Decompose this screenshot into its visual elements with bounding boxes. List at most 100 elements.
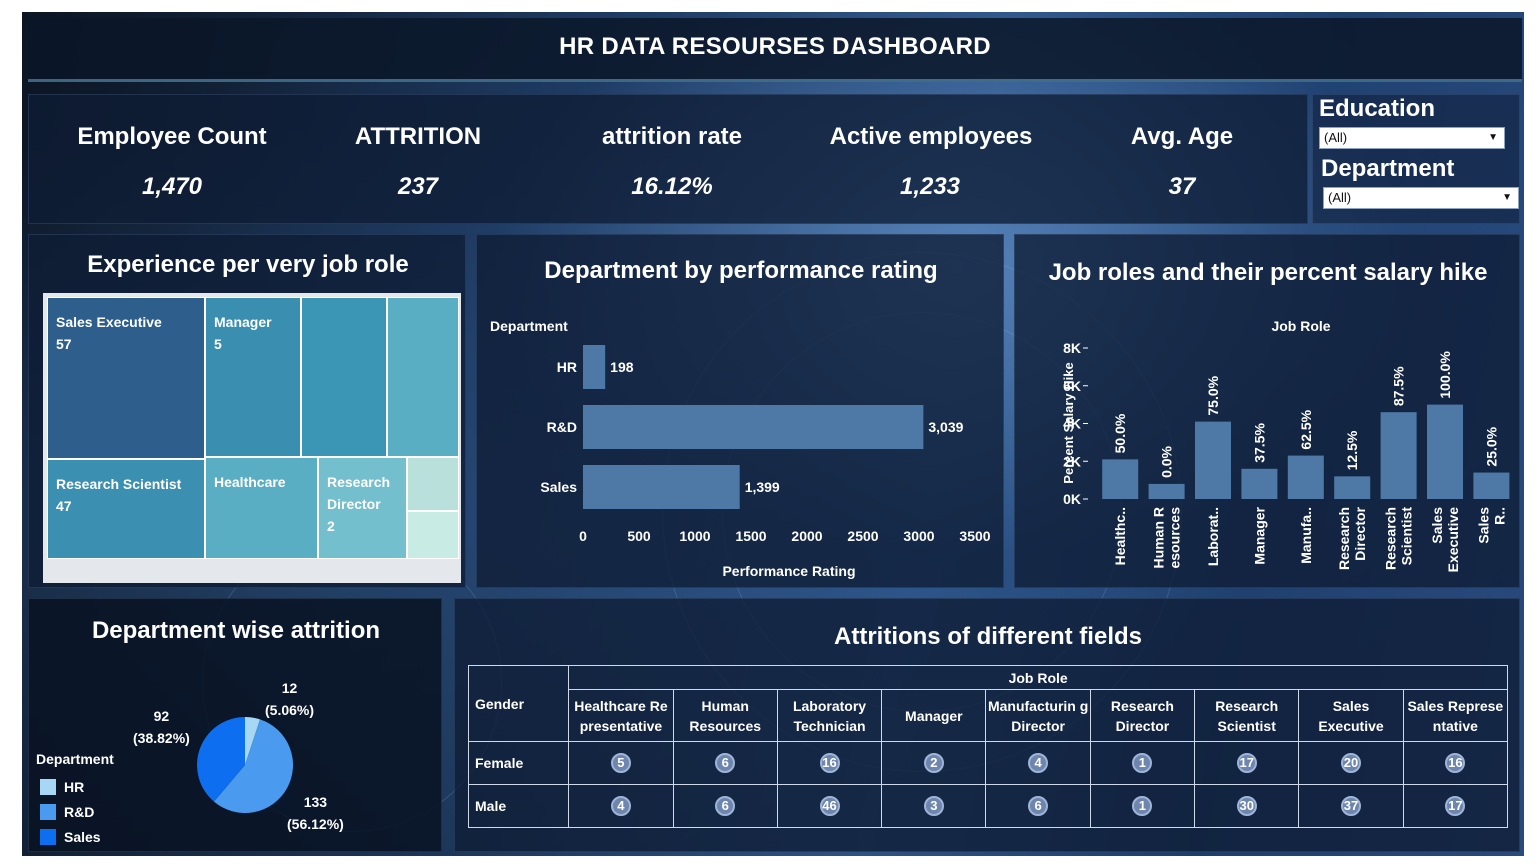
pie-panel: Department wise attrition Department HR R… <box>28 598 442 852</box>
category-label: Scientist <box>1399 507 1415 566</box>
treemap-cell-role: Sales Executive <box>56 314 162 330</box>
treemap: Sales Executive 57 Manager 5 Research Sc… <box>47 297 459 559</box>
filters-panel: Education (All) ▼ Department (All) ▼ <box>1312 94 1520 224</box>
category-label: HR <box>557 359 577 375</box>
pie-label-sales: 92 (38.82%) <box>133 705 190 749</box>
department-dropdown[interactable]: (All) ▼ <box>1323 187 1519 209</box>
treemap-cell-role: Research Director <box>327 474 391 512</box>
pie-slice <box>197 717 245 802</box>
category-label: Laborat.. <box>1205 507 1221 566</box>
department-dropdown-value: (All) <box>1328 190 1352 205</box>
kpi-avg-age-label: Avg. Age <box>1130 123 1234 150</box>
tick-label: 1000 <box>679 528 710 544</box>
table-cell: 3 <box>881 784 987 828</box>
tick-label: 3000 <box>903 528 934 544</box>
table-cell: 6 <box>672 784 778 828</box>
chevron-down-icon[interactable]: ▼ <box>1502 192 1512 203</box>
gender-label: Male <box>467 784 570 828</box>
attrition-table-title: Attritions of different fields <box>834 623 1142 650</box>
kpi-employee-count-label: Employee Count <box>77 123 267 150</box>
bar <box>1148 483 1185 499</box>
pie-label-pct: (56.12%) <box>287 816 344 832</box>
data-label: 37.5% <box>1251 423 1267 463</box>
bar <box>1287 455 1324 499</box>
column-header: Sales Represe ntative <box>1402 689 1509 742</box>
data-label: 100.0% <box>1437 351 1453 399</box>
tick-label: 2500 <box>847 528 878 544</box>
treemap-cell[interactable]: Manager 5 <box>205 297 301 457</box>
treemap-container: Sales Executive 57 Manager 5 Research Sc… <box>43 293 461 583</box>
legend-swatch <box>40 804 56 820</box>
education-dropdown[interactable]: (All) ▼ <box>1319 127 1505 149</box>
kpi-employee-count-value: 1,470 <box>141 173 203 200</box>
category-label: Sales <box>540 479 577 495</box>
gender-label: Female <box>467 741 570 785</box>
kpi-avg-age-value: 37 <box>1168 173 1196 200</box>
tick-label: 2000 <box>791 528 822 544</box>
dept-perf-panel: Department by performance rating Departm… <box>476 234 1004 588</box>
pie-label-count: 92 <box>153 708 170 724</box>
kpi-attrition-rate-label: attrition rate <box>601 123 742 150</box>
kpi-attrition-label: ATTRITION <box>354 123 482 150</box>
treemap-cell[interactable] <box>407 457 459 511</box>
table-cell: 6 <box>985 784 1091 828</box>
category-label: Research <box>1383 507 1399 570</box>
data-label: 1,399 <box>745 479 780 495</box>
data-label: 198 <box>610 359 634 375</box>
tick-label: 0 <box>579 528 587 544</box>
table-cell: 20 <box>1298 741 1404 785</box>
attrition-table-panel: Attritions of different fields Gender Job… <box>454 598 1520 852</box>
value-badge: 5 <box>610 753 631 773</box>
value-badge: 16 <box>1445 753 1466 773</box>
column-header: Research Director <box>1089 689 1196 742</box>
treemap-cell[interactable] <box>387 297 459 457</box>
chevron-down-icon[interactable]: ▼ <box>1488 132 1498 143</box>
kpi-active-employees-label: Active employees <box>829 123 1033 150</box>
value-badge: 6 <box>1028 796 1049 816</box>
tick-label: 2K <box>1063 453 1081 469</box>
data-label: 50.0% <box>1112 413 1128 453</box>
category-label: Sales <box>1475 507 1491 544</box>
pie-label-count: 133 <box>303 794 328 810</box>
value-badge: 37 <box>1341 796 1361 816</box>
kpi-attrition-rate-value: 16.12% <box>631 173 713 200</box>
kpi-panel: Employee Count 1,470 ATTRITION 237 attri… <box>28 94 1308 224</box>
dashboard-title: HR DATA RESOURSES DASHBOARD <box>28 18 1522 82</box>
treemap-cell[interactable] <box>407 511 459 559</box>
axis-header: Job Role <box>1271 318 1330 334</box>
data-label: 3,039 <box>928 419 963 435</box>
bar <box>1334 476 1371 499</box>
treemap-cell[interactable] <box>301 297 387 457</box>
legend-label: HR <box>64 779 84 795</box>
treemap-cell-role: Manager <box>214 314 272 330</box>
treemap-cell[interactable]: Research Scientist 47 <box>47 459 205 559</box>
tick-label: 3500 <box>959 528 990 544</box>
treemap-cell[interactable]: Healthcare <box>205 457 318 559</box>
axis-title: Performance Rating <box>722 563 855 579</box>
department-filter-label: Department <box>1321 155 1455 182</box>
legend-label: Sales <box>64 829 101 845</box>
column-header: Laboratory Technician <box>776 689 883 742</box>
tick-label: 4K <box>1063 416 1081 432</box>
table-cell: 5 <box>568 741 674 785</box>
pie-label-hr: 12 (5.06%) <box>265 677 314 721</box>
category-label: Human R <box>1151 507 1167 568</box>
value-badge: 17 <box>1445 796 1466 816</box>
bar <box>1380 412 1417 499</box>
category-label: esources <box>1167 507 1183 569</box>
bar <box>1427 404 1463 499</box>
pie-legend-title: Department <box>36 751 114 767</box>
value-badge: 46 <box>819 796 840 816</box>
treemap-cell[interactable]: Sales Executive 57 <box>47 297 205 459</box>
category-label: Manufa.. <box>1298 507 1314 564</box>
category-label: Healthc.. <box>1112 507 1128 565</box>
bar <box>1241 468 1278 499</box>
category-label: Director <box>1352 506 1368 560</box>
treemap-cell-value: 47 <box>56 498 72 514</box>
table-cell: 16 <box>776 741 883 785</box>
pie-label-pct: (38.82%) <box>133 730 190 746</box>
bar <box>583 345 606 389</box>
data-label: 87.5% <box>1391 366 1407 406</box>
treemap-cell[interactable]: Research Director 2 <box>318 457 407 559</box>
legend-label: R&D <box>64 804 94 820</box>
